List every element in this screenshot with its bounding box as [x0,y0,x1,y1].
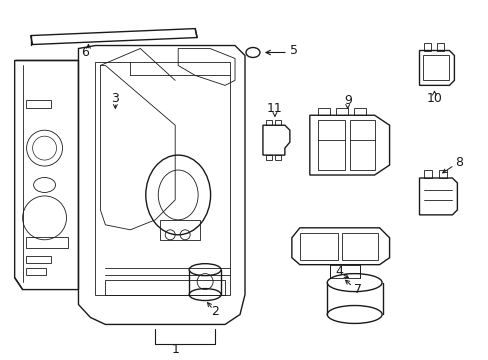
Text: 11: 11 [266,102,282,115]
Text: 3: 3 [111,92,119,105]
Text: 5: 5 [289,44,297,57]
Text: 10: 10 [426,92,442,105]
Text: 4: 4 [335,265,343,278]
Text: 9: 9 [343,94,351,107]
Text: 1: 1 [171,343,179,356]
Text: 8: 8 [454,156,463,168]
Text: 6: 6 [81,46,89,59]
Text: 7: 7 [353,283,361,296]
Text: 2: 2 [211,305,219,318]
